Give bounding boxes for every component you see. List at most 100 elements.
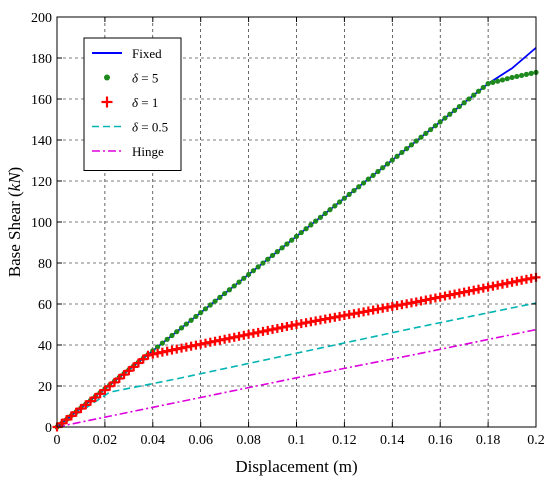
data-point (226, 287, 233, 293)
data-point (129, 362, 139, 372)
legend-label-symbol: δ (132, 71, 139, 86)
data-point (346, 191, 352, 198)
legend-item: δ = 5 (104, 71, 158, 86)
y-tick-label: 140 (31, 134, 52, 149)
data-point (66, 411, 76, 421)
x-tick-label: 0.02 (93, 433, 118, 448)
data-point (337, 199, 343, 205)
data-point (437, 119, 443, 125)
data-point (451, 107, 458, 114)
data-point (360, 180, 367, 186)
data-point (394, 153, 400, 159)
data-point (57, 418, 67, 428)
data-point (356, 184, 362, 190)
data-point (159, 340, 165, 346)
legend-swatch (101, 96, 113, 108)
data-point (519, 72, 525, 79)
data-point (466, 96, 472, 102)
data-point (423, 130, 429, 136)
data-point (76, 404, 86, 414)
y-tick-label: 200 (31, 11, 52, 26)
data-point (313, 218, 319, 224)
legend-item: Hinge (92, 144, 164, 159)
data-point (408, 142, 415, 148)
data-point (509, 74, 515, 81)
x-tick-label: 0.14 (380, 433, 405, 448)
data-point (207, 302, 213, 308)
data-point (154, 344, 161, 350)
data-point (222, 290, 228, 297)
y-axis-title-unit: kN (5, 171, 24, 192)
x-tick-label: 0.06 (188, 433, 213, 448)
data-point (231, 283, 237, 289)
data-point (456, 103, 462, 110)
data-point (404, 146, 410, 152)
series-line (56, 328, 537, 428)
data-point (100, 385, 110, 395)
data-point (188, 317, 194, 323)
data-point (95, 389, 105, 399)
data-point (250, 268, 256, 274)
data-point (169, 332, 175, 339)
legend-label: δ = 0.5 (132, 120, 168, 135)
legend-label: δ = 5 (132, 71, 158, 86)
series--0-5 (56, 302, 537, 428)
legend-label-value: = 0.5 (138, 120, 168, 135)
data-point (279, 245, 285, 251)
data-point (370, 172, 376, 178)
data-point (246, 271, 252, 278)
data-point (428, 126, 434, 133)
x-tick-label: 0.1 (288, 433, 306, 448)
data-point (124, 366, 134, 376)
legend-label-value: = 1 (138, 95, 158, 110)
data-point (183, 321, 189, 327)
x-tick-label: 0.12 (332, 433, 357, 448)
data-point (514, 73, 520, 80)
legend-label-symbol: δ (132, 120, 139, 135)
y-tick-label: 120 (31, 175, 52, 190)
data-point (461, 100, 467, 106)
data-point (90, 392, 100, 402)
data-point (523, 71, 530, 77)
data-point (241, 275, 247, 281)
data-point (485, 81, 491, 87)
y-tick-label: 0 (45, 421, 52, 436)
data-point (71, 407, 81, 417)
data-point (133, 358, 143, 368)
legend-label-symbol: δ (132, 95, 139, 110)
legend-label: δ = 1 (132, 95, 158, 110)
y-axis-title-part: Base Shear ( (5, 191, 24, 277)
data-point (490, 79, 496, 85)
legend-label: Fixed (132, 46, 162, 61)
data-point (174, 329, 180, 335)
data-point (289, 237, 295, 243)
x-tick-label: 0.2 (527, 433, 545, 448)
data-point (105, 381, 115, 391)
legend-item: Fixed (92, 46, 162, 61)
data-point (322, 210, 328, 217)
data-point (528, 70, 534, 76)
data-point (114, 373, 124, 383)
data-point (317, 214, 324, 220)
data-point (62, 415, 72, 425)
data-point (504, 76, 510, 82)
data-point (265, 256, 271, 262)
data-point (447, 111, 453, 117)
data-point (193, 313, 199, 320)
y-tick-label: 60 (38, 298, 52, 313)
data-point (341, 195, 347, 201)
data-point (269, 252, 276, 259)
legend-item: δ = 1 (101, 95, 158, 110)
data-point (202, 306, 209, 312)
legend-box (83, 37, 182, 171)
data-point (418, 134, 424, 140)
data-point (109, 377, 119, 387)
legend-label-value: = 5 (138, 71, 158, 86)
data-point (442, 115, 448, 121)
legend-item: δ = 0.5 (92, 120, 168, 135)
series-group (52, 47, 541, 432)
data-point (384, 161, 391, 167)
x-tick-label: 0.16 (428, 433, 453, 448)
